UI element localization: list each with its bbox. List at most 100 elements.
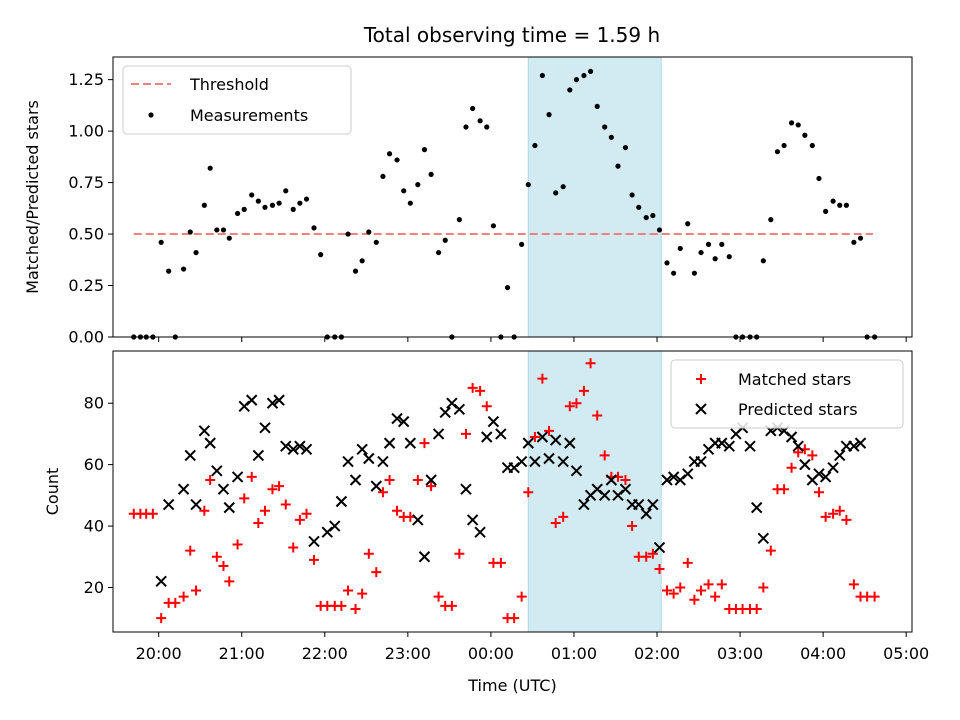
measurement-point xyxy=(809,142,815,149)
count-y-tick-label: 80 xyxy=(84,394,104,413)
ratio-y-tick-label: 0.00 xyxy=(68,328,104,347)
measurement-point xyxy=(255,198,261,204)
predicted-star-point xyxy=(425,474,437,486)
measurement-point xyxy=(671,270,677,276)
legend-predicted-swatch xyxy=(695,403,707,415)
predicted-star-point xyxy=(211,465,223,477)
measurement-point xyxy=(214,227,220,233)
predicted-star-point xyxy=(356,443,368,455)
matched-star-point xyxy=(599,450,610,461)
matched-star-point xyxy=(558,511,569,522)
predicted-star-point xyxy=(190,498,202,511)
measurement-point xyxy=(768,217,774,223)
predicted-star-point xyxy=(854,437,867,449)
predicted-star-point xyxy=(640,508,652,520)
predicted-star-point xyxy=(848,440,860,452)
matched-star-point xyxy=(793,447,804,458)
matched-star-point xyxy=(232,539,243,550)
legend-box xyxy=(670,359,904,429)
measurement-point xyxy=(380,173,386,180)
predicted-star-point xyxy=(570,465,583,477)
measurement-point xyxy=(629,192,635,198)
measurement-point xyxy=(490,223,496,229)
matched-star-point xyxy=(820,511,831,522)
predicted-star-point xyxy=(404,437,417,449)
measurement-point xyxy=(297,200,303,206)
chart-title: Total observing time = 1.59 h xyxy=(363,23,660,47)
predicted-star-point xyxy=(661,474,673,486)
measurement-point xyxy=(345,231,351,237)
measurement-point xyxy=(615,163,621,169)
predicted-star-point xyxy=(198,425,211,437)
matched-star-point xyxy=(384,474,395,485)
measurement-point xyxy=(587,68,594,75)
matched-star-point xyxy=(147,508,158,519)
predicted-star-point xyxy=(819,471,832,483)
x-tick-label: 05:00 xyxy=(883,644,929,663)
measurement-point xyxy=(553,190,559,196)
matched-star-point xyxy=(357,588,368,599)
predicted-star-point xyxy=(383,437,396,449)
predicted-star-point xyxy=(266,397,279,409)
matched-star-point xyxy=(280,499,291,510)
ratio-y-tick-label: 0.25 xyxy=(68,276,104,295)
matched-star-point xyxy=(156,613,167,624)
matched-star-point xyxy=(426,481,437,492)
measurement-point xyxy=(705,241,712,247)
predicted-star-point xyxy=(536,431,549,443)
predicted-star-point xyxy=(827,461,839,474)
predicted-star-point xyxy=(245,394,258,406)
matched-star-point xyxy=(654,564,665,575)
count-y-tick-label: 60 xyxy=(84,455,104,474)
measurement-point xyxy=(760,258,766,264)
predicted-star-point xyxy=(329,520,341,532)
predicted-star-point xyxy=(349,474,362,486)
legend-measurements-swatch xyxy=(148,112,154,118)
measurement-point xyxy=(484,124,490,130)
matched-star-point xyxy=(336,600,347,611)
matched-star-point xyxy=(841,514,852,525)
matched-star-point xyxy=(224,576,235,587)
matched-star-point xyxy=(301,508,312,519)
measurement-point xyxy=(226,235,232,241)
matched-star-point xyxy=(716,579,727,590)
matched-star-point xyxy=(544,425,555,436)
measurement-point xyxy=(269,202,276,208)
matched-star-point xyxy=(807,450,818,461)
matched-star-point xyxy=(675,582,686,593)
predicted-star-point xyxy=(204,437,216,449)
measurement-point xyxy=(622,144,629,151)
measurement-point xyxy=(283,188,289,194)
predicted-star-point xyxy=(294,440,306,452)
predicted-star-point xyxy=(543,452,555,465)
matched-star-point xyxy=(523,487,534,498)
ratio-y-tick-label: 0.50 xyxy=(68,225,104,244)
predicted-star-point xyxy=(252,449,265,462)
measurement-point xyxy=(685,221,691,227)
x-tick-label: 00:00 xyxy=(468,644,514,663)
measurement-point xyxy=(830,198,836,204)
measurement-point xyxy=(158,239,164,245)
matched-star-point xyxy=(170,597,181,608)
predicted-star-point xyxy=(522,437,534,449)
measurement-point xyxy=(795,122,801,128)
ratio-y-tick-label: 1.25 xyxy=(68,70,104,89)
matched-star-point xyxy=(779,484,790,495)
count-y-tick-label: 40 xyxy=(84,517,104,536)
matched-star-point xyxy=(467,382,478,393)
predicted-star-point xyxy=(453,403,466,416)
matched-star-point xyxy=(239,493,250,504)
measurement-point xyxy=(643,214,649,221)
measurement-point xyxy=(567,87,573,93)
matched-star-point xyxy=(178,591,189,602)
measurement-point xyxy=(719,241,725,247)
ratio-y-tick-label: 1.00 xyxy=(68,122,104,141)
measurement-point xyxy=(851,239,857,245)
measurement-point xyxy=(573,77,580,83)
ratio-observing-window xyxy=(528,57,662,337)
count-y-tick-label: 20 xyxy=(84,578,104,597)
predicted-star-point xyxy=(397,415,410,428)
measurement-point xyxy=(532,142,538,149)
matched-star-point xyxy=(641,551,652,562)
predicted-star-point xyxy=(529,455,541,468)
